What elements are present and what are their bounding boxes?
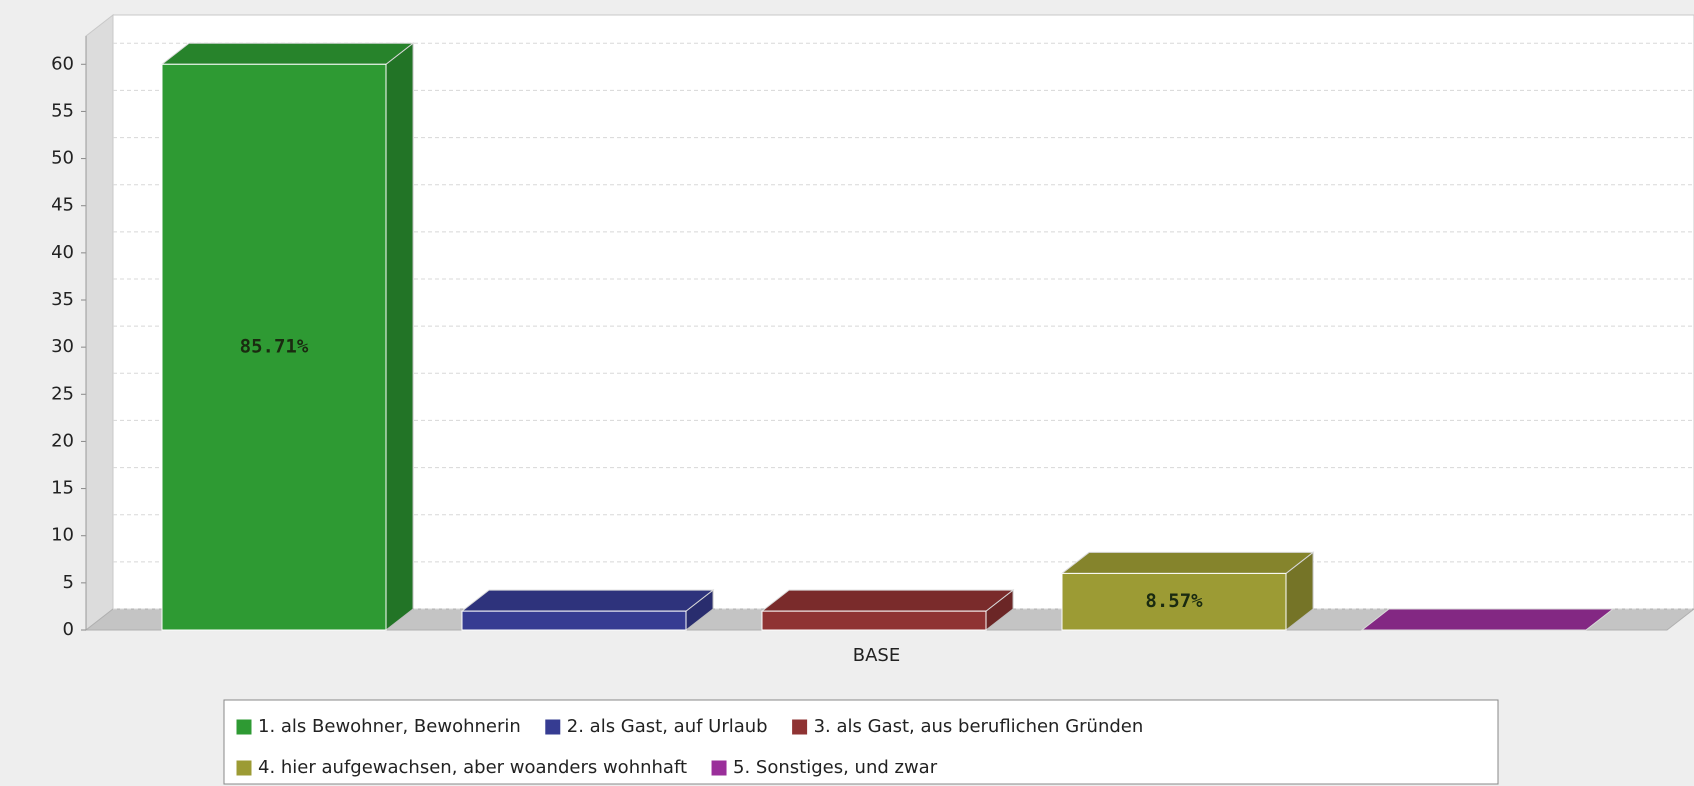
legend-label: 5. Sonstiges, und zwar [733,757,938,778]
x-tick-label: BASE [853,645,900,666]
data-label: 8.57% [1145,590,1203,612]
legend-swatch [710,759,728,777]
bar-top [760,589,1015,612]
bar-side [385,42,414,632]
data-label: 85.71% [240,336,309,358]
bar-top [160,42,415,65]
bar [461,610,687,631]
y-tick-label: 35 [51,289,74,310]
y-tick-label: 5 [63,572,74,593]
y-tick-label: 25 [51,383,74,404]
legend-swatch [791,718,809,736]
y-tick-label: 45 [51,195,74,216]
legend-label: 3. als Gast, aus beruflichen Gründen [814,716,1144,737]
legend [223,699,1499,785]
left-wall [85,13,114,632]
legend-swatch [235,718,253,736]
y-tick-label: 10 [51,525,74,546]
y-tick-label: 55 [51,100,74,121]
bar-top [1360,608,1615,631]
bar-top [460,589,715,612]
legend-label: 1. als Bewohner, Bewohnerin [258,716,521,737]
y-tick-label: 15 [51,478,74,499]
y-tick-label: 0 [63,619,74,640]
y-tick-label: 20 [51,430,74,451]
bar [161,63,387,631]
legend-swatch [235,759,253,777]
legend-swatch [544,718,562,736]
bar [761,610,987,631]
legend-label: 4. hier aufgewachsen, aber woanders wohn… [258,757,687,778]
bar [1061,572,1287,631]
y-tick-label: 60 [51,53,74,74]
y-tick-label: 50 [51,148,74,169]
y-tick-label: 30 [51,336,74,357]
legend-label: 2. als Gast, auf Urlaub [567,716,768,737]
y-tick-label: 40 [51,242,74,263]
bar-top [1060,551,1315,574]
